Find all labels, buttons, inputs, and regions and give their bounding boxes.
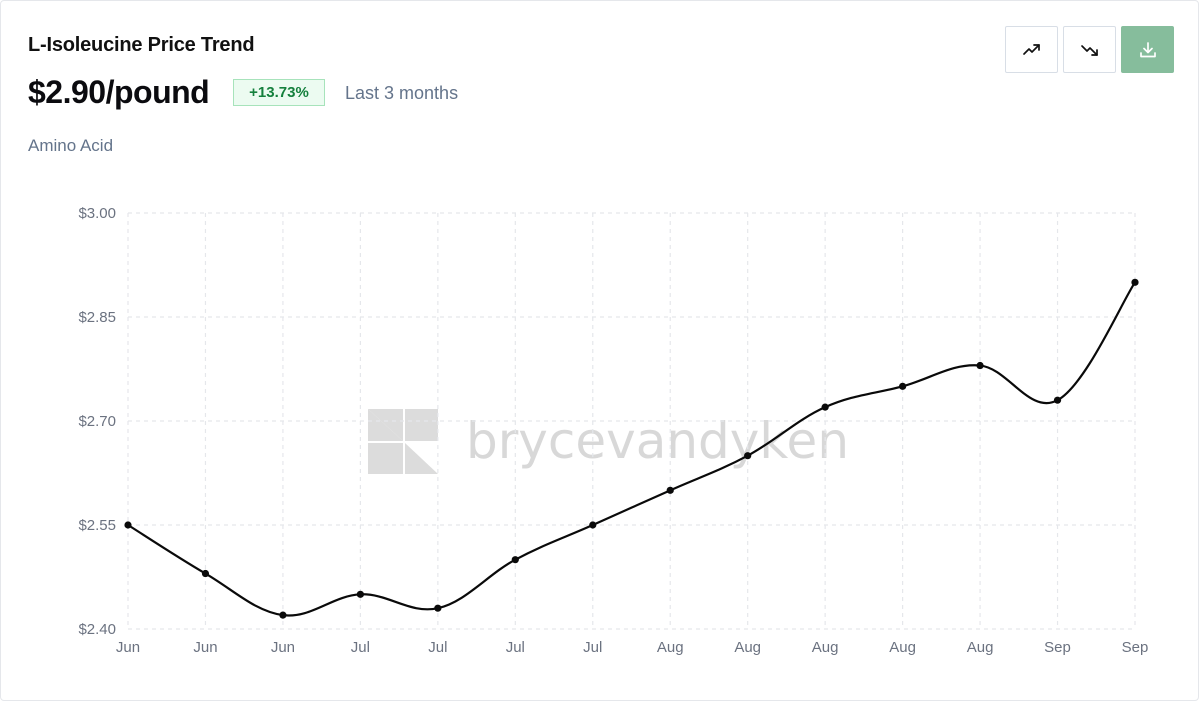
download-icon [1138,40,1158,60]
watermark-text: brycevandyken [466,412,849,470]
data-point [744,452,752,460]
x-tick-label: Sep [1044,639,1071,656]
price-series-points [124,278,1139,619]
watermark: brycevandyken [368,409,849,474]
y-tick-label: $2.85 [78,309,116,326]
x-tick-label: Sep [1122,639,1149,656]
x-tick-label: Jun [193,639,217,656]
trend-down-button[interactable] [1063,26,1116,73]
category-label: Amino Acid [28,136,114,155]
x-tick-label: Aug [812,639,839,656]
trend-up-button[interactable] [1005,26,1058,73]
trending-down-icon [1080,40,1100,60]
data-point [976,361,984,370]
watermark-logo-icon [368,409,438,474]
data-point [821,403,829,411]
x-tick-label: Jul [583,639,602,656]
y-tick-label: $2.70 [78,413,116,430]
data-point [511,556,519,564]
data-point [201,569,210,578]
y-tick-label: $2.55 [78,517,116,534]
x-tick-label: Aug [657,639,684,656]
data-point [434,604,442,612]
y-tick-label: $2.40 [78,621,116,638]
data-point [124,521,132,529]
data-point [589,521,597,529]
x-tick-label: Jul [506,639,525,656]
data-point [1131,278,1139,286]
data-point [1053,396,1062,404]
x-tick-label: Aug [967,639,994,656]
current-price: $2.90/pound [28,74,210,110]
y-axis: $3.00 $2.85 $2.70 $2.55 $2.40 [78,205,116,638]
chart-grid [127,212,1136,630]
x-tick-label: Jul [428,639,447,656]
data-point [279,611,287,619]
chart-title: L-Isoleucine Price Trend [28,34,255,56]
data-point [666,486,674,494]
x-tick-label: Aug [889,639,916,656]
download-button[interactable] [1121,26,1174,73]
change-badge: +13.73% [233,79,325,106]
data-point [356,590,364,598]
data-point [899,382,907,390]
y-tick-label: $3.00 [78,205,116,222]
trending-up-icon [1022,40,1042,60]
x-tick-label: Jun [116,639,140,656]
period-label: Last 3 months [345,83,459,103]
x-axis: Jun Jun Jun Jul Jul Jul Jul Aug Aug Aug Aug Aug Sep S… [116,639,1148,656]
x-tick-label: Jun [271,639,295,656]
x-tick-label: Jul [351,639,370,656]
x-tick-label: Aug [734,639,761,656]
